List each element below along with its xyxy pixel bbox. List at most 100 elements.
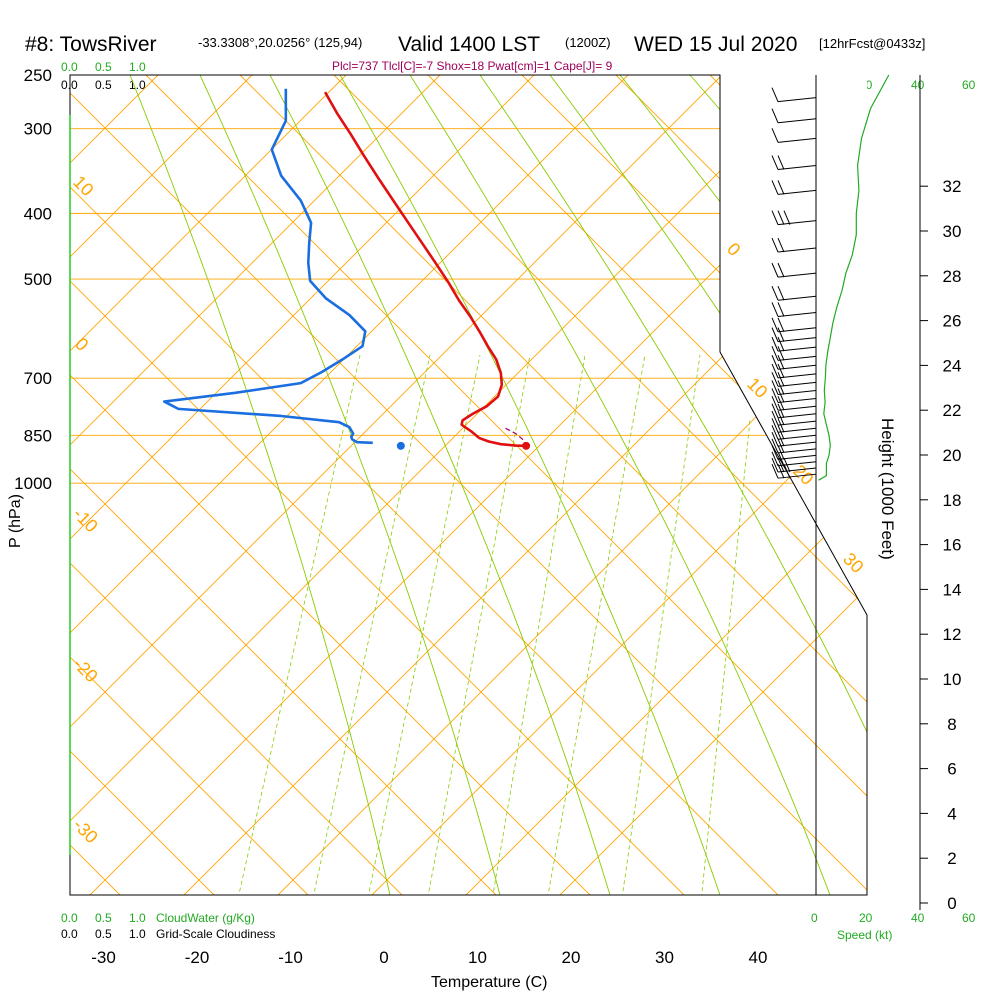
wind-barb-flag [771,451,779,466]
isotherm-line [277,305,867,895]
dry-adiabat-line [70,374,591,895]
wind-barb-shaft [777,405,817,411]
wind-barb-flag [771,363,779,379]
dry-adiabat-line [70,562,403,895]
wind-barb-shaft [777,373,817,379]
pressure-tick: 250 [24,66,52,85]
pressure-tick: 1000 [14,474,52,493]
height-tick: 0 [947,894,956,913]
wind-barb-flag [771,180,779,195]
dry-adiabat-line [70,468,497,895]
isotherm-label: -10 [69,504,102,537]
cloud-tick: 1.0 [129,911,146,925]
wind-barb-flag [777,210,785,225]
wind-barb-flag [771,425,779,440]
wind-barb [771,108,817,124]
height-tick: 18 [943,491,962,510]
moist-adiabat-line [129,75,391,895]
height-tick: 30 [943,222,962,241]
wind-barb-shaft [777,272,817,278]
surface-dewpoint-dot [396,441,405,450]
mixing-ratio-line [313,354,431,895]
moist-adiabat-line [199,75,501,895]
wind-barb-flag [771,396,779,411]
background-grid: 10 0 -10 -20 -30 0 10 20 30 1 2 3 5 8 12 20 [69,75,1000,914]
wind-barb [771,355,817,370]
wind-barb-flag [777,396,785,411]
wind-barb-flag [777,410,785,426]
pressure-tick: 500 [24,270,52,289]
wind-barb-shaft [777,381,817,387]
height-axis-title: Height (1000 Feet) [878,418,897,560]
wind-barb-shaft [777,467,817,473]
dry-adiabat-line [333,75,867,609]
speed-tick: 60 [962,78,976,92]
wind-barb-flag [771,336,779,352]
cloud-tick: 0.5 [95,911,112,925]
valid-date: WED 15 Jul 2020 [634,33,797,56]
wind-barb [771,210,817,226]
wind-barb-shaft [777,97,817,103]
wind-barb-flag [771,463,779,479]
moist-adiabat-line [409,75,831,895]
height-tick: 14 [943,580,962,599]
wind-barb-flag [771,286,779,301]
profile-lines [162,88,531,450]
wind-barb-flag [771,317,779,333]
mixing-ratio-label: 3 [350,900,366,913]
mixing-ratio-line [368,354,481,895]
wind-barb [771,262,817,278]
dry-adiabat-line [70,750,215,895]
params-line: Plcl=737 Tlcl[C]=-7 Shox=18 Pwat[cm]=1 C… [332,59,613,73]
temperature-tick: -10 [278,948,303,967]
mixing-ratio-label: 8 [478,900,494,913]
wind-barb-flag [771,410,779,426]
temperature-tick: -20 [185,948,210,967]
wind-barb [771,286,817,301]
mixing-ratio-label: 20 [607,895,626,914]
wind-barb-flag [777,262,785,278]
wind-barb [771,388,817,403]
wind-barb-flag [771,380,779,395]
dewpoint-line [162,88,373,445]
dry-adiabat-line [992,75,1000,895]
wind-barb-flag [777,302,785,317]
wind-barb-shaft [777,295,817,301]
wind-barb [771,410,817,426]
wind-barb-flag [777,317,785,333]
wind-barb-flag [771,431,779,447]
wind-barb [771,336,817,352]
dry-adiabat-line [70,656,309,895]
isotherm-label: -20 [69,654,102,687]
wind-barb-flag [777,372,785,387]
dry-adiabat-line [239,75,867,703]
wind-barb-shaft [777,413,817,419]
temperature-tick: 10 [468,948,487,967]
wind-barb-flag [771,128,779,143]
cloudwater-label: CloudWater (g/Kg) [156,911,255,925]
wind-barb-flag [771,418,779,433]
speed-tick: 40 [911,911,925,925]
moist-adiabat-line [619,75,867,404]
isotherm-line [183,211,867,895]
wind-barb-shaft [777,247,817,253]
mixing-ratio-label: 12 [533,895,552,914]
temperature-tick: -30 [91,948,116,967]
wind-barb-flag [771,346,779,361]
isotherm-line [70,75,817,822]
wind-barb-flag [777,463,785,479]
isotherm-line [70,75,347,352]
wind-barb-shaft [777,355,817,361]
isotherm-label: 10 [69,172,97,200]
wind-barb-flag [771,438,779,454]
cloud-tick: 0.0 [61,911,78,925]
wind-barb-shaft [777,165,817,171]
height-tick: 28 [943,267,962,286]
isotherm-label: -30 [69,815,102,848]
wind-barb-shaft [777,434,817,440]
wind-barb-shaft [777,137,817,143]
wind-barb-flag [777,336,785,352]
cloudiness-tick: 0.0 [61,927,78,941]
wind-barb [771,180,817,195]
